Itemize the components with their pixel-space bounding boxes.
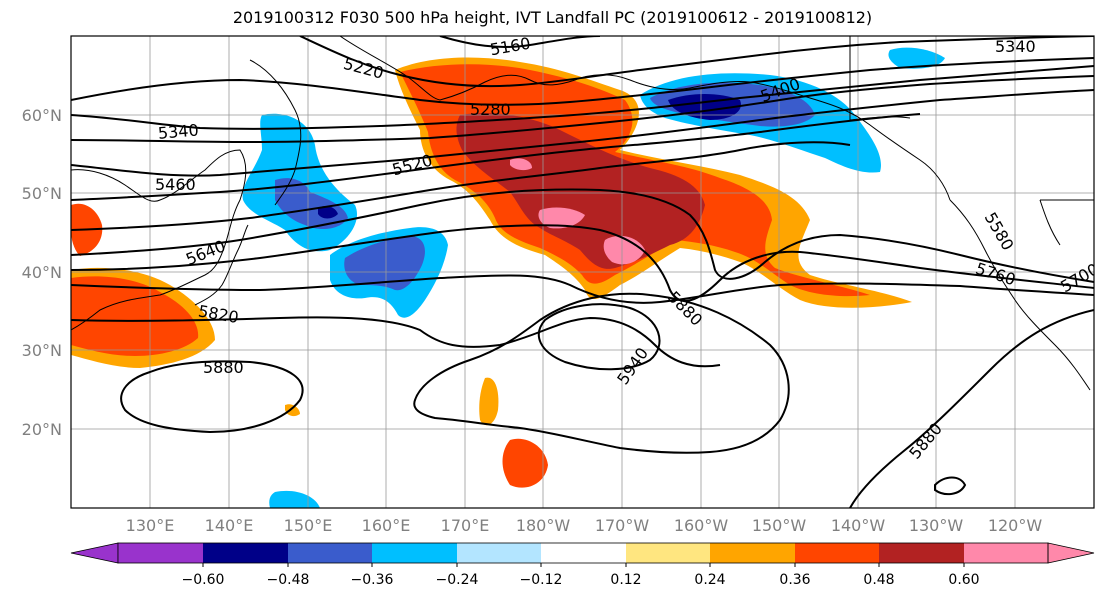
colorbar-label-neg012: −0.12 bbox=[520, 572, 563, 588]
colorbar-label-pos060: 0.60 bbox=[948, 572, 979, 588]
coast-japan bbox=[194, 224, 249, 306]
lon-label-160w: 160°W bbox=[674, 516, 729, 535]
map-border bbox=[70, 35, 1095, 509]
colorbar-label-pos012: 0.12 bbox=[610, 572, 641, 588]
colorbar-ticks bbox=[202, 563, 965, 567]
ivt-neg-tropic-small bbox=[269, 490, 320, 508]
lon-label-130w: 130°W bbox=[909, 516, 964, 535]
colorbar-seg-8 bbox=[710, 543, 795, 563]
map-content: 5160 5220 5280 5340 5400 5460 5520 5580 … bbox=[71, 34, 1094, 508]
ivt-pos-pink-1 bbox=[538, 207, 585, 229]
colorbar-seg-6 bbox=[541, 543, 626, 563]
lon-label-120w: 120°W bbox=[988, 516, 1043, 535]
colorbar-label-pos024: 0.24 bbox=[694, 572, 725, 588]
colorbar-extend-low bbox=[70, 542, 119, 564]
contour-5580 bbox=[71, 141, 851, 231]
latitude-labels: 60°N 50°N 40°N 30°N 20°N bbox=[22, 106, 62, 439]
ivt-pos-japan-036 bbox=[71, 276, 199, 356]
colorbar-seg-2 bbox=[203, 543, 288, 563]
contour-5880-west bbox=[120, 360, 304, 434]
colorbar-seg-5 bbox=[457, 543, 541, 563]
colorbar-seg-10 bbox=[879, 543, 964, 563]
colorbar-seg-1 bbox=[118, 543, 203, 563]
colorbar-seg-3 bbox=[288, 543, 372, 563]
contour-5640 bbox=[71, 188, 1094, 283]
colorbar-seg-7 bbox=[626, 543, 710, 563]
contour-label-5160: 5160 bbox=[489, 34, 532, 60]
coast-northamerica bbox=[949, 199, 1091, 391]
lon-label-170w: 170°W bbox=[595, 516, 650, 535]
colorbar-label-neg036: −0.36 bbox=[351, 572, 394, 588]
longitude-labels: 130°E 140°E 150°E 160°E 170°E 180°W 170°… bbox=[126, 516, 1043, 535]
contour-label-5340-east: 5340 bbox=[995, 37, 1036, 56]
contour-5280 bbox=[71, 57, 1094, 106]
colorbar-label-pos048: 0.48 bbox=[863, 572, 894, 588]
coastlines bbox=[71, 36, 1094, 391]
colorbar-seg-4 bbox=[372, 543, 457, 563]
colorbar-label-neg024: −0.24 bbox=[436, 572, 479, 588]
contour-5160 bbox=[439, 36, 601, 48]
lon-label-170e: 170°E bbox=[441, 516, 490, 535]
lon-label-150w: 150°W bbox=[752, 516, 807, 535]
contour-5520 bbox=[71, 113, 921, 201]
contour-5760 bbox=[71, 274, 1094, 304]
ivt-pos-northpacific-048 bbox=[456, 113, 705, 269]
coast-asia bbox=[71, 149, 247, 331]
colorbar: −0.60 −0.48 −0.36 −0.24 −0.12 0.12 0.24 … bbox=[70, 542, 1095, 588]
height-contours bbox=[71, 36, 1094, 508]
colorbar-label-neg048: −0.48 bbox=[267, 572, 310, 588]
ivt-pos-subtrop-3 bbox=[285, 404, 300, 417]
lat-label-50n: 50°N bbox=[22, 184, 62, 203]
ivt-negative-shading bbox=[242, 47, 945, 508]
coast-kamchatka bbox=[249, 59, 302, 206]
colorbar-label-pos036: 0.36 bbox=[779, 572, 810, 588]
lon-label-140e: 140°E bbox=[205, 516, 254, 535]
contour-5400 bbox=[71, 75, 1094, 144]
ivt-pos-pink-2 bbox=[603, 235, 645, 265]
lon-label-180w: 180°W bbox=[516, 516, 571, 535]
lat-label-30n: 30°N bbox=[22, 341, 62, 360]
contour-5460 bbox=[71, 89, 1094, 177]
ivt-neg-aleutian-036 bbox=[344, 236, 425, 291]
ivt-pos-subtrop-1 bbox=[479, 377, 499, 426]
lon-label-130e: 130°E bbox=[126, 516, 175, 535]
contour-5700 bbox=[71, 224, 1094, 302]
contour-5940 bbox=[537, 303, 661, 371]
coast-alaska bbox=[339, 36, 951, 201]
contour-label-5280: 5280 bbox=[470, 100, 511, 119]
colorbar-border bbox=[117, 542, 1049, 564]
ivt-pos-subtrop-2 bbox=[502, 438, 548, 488]
contour-5340 bbox=[71, 65, 1094, 130]
ivt-positive-shading bbox=[71, 57, 912, 488]
contour-5220 bbox=[299, 36, 1094, 88]
lat-label-40n: 40°N bbox=[22, 263, 62, 282]
contour-label-5880-a: 5880 bbox=[203, 358, 244, 377]
contour-5820 bbox=[71, 316, 721, 368]
ivt-pos-pink-3 bbox=[510, 158, 532, 171]
colorbar-seg-9 bbox=[795, 543, 879, 563]
lon-label-150e: 150°E bbox=[284, 516, 333, 535]
colorbar-extend-high bbox=[1047, 542, 1095, 564]
colorbar-label-neg060: −0.60 bbox=[182, 572, 225, 588]
figure-title: 2019100312 F030 500 hPa height, IVT Land… bbox=[232, 8, 873, 27]
lat-label-60n: 60°N bbox=[22, 106, 62, 125]
lat-label-20n: 20°N bbox=[22, 420, 62, 439]
colorbar-labels: −0.60 −0.48 −0.36 −0.24 −0.12 0.12 0.24 … bbox=[182, 572, 980, 588]
colorbar-seg-11 bbox=[964, 543, 1048, 563]
lon-label-160e: 160°E bbox=[362, 516, 411, 535]
ivt-neg-kamchatka-048 bbox=[318, 206, 338, 219]
contour-5880-east bbox=[849, 309, 1094, 508]
contour-5940-small bbox=[934, 476, 967, 496]
contour-5880-central bbox=[413, 292, 790, 454]
ivt-neg-arctic-024 bbox=[888, 47, 945, 69]
contour-label-5340: 5340 bbox=[157, 120, 199, 142]
contour-label-5460: 5460 bbox=[155, 175, 196, 194]
lon-label-140w: 140°W bbox=[831, 516, 886, 535]
